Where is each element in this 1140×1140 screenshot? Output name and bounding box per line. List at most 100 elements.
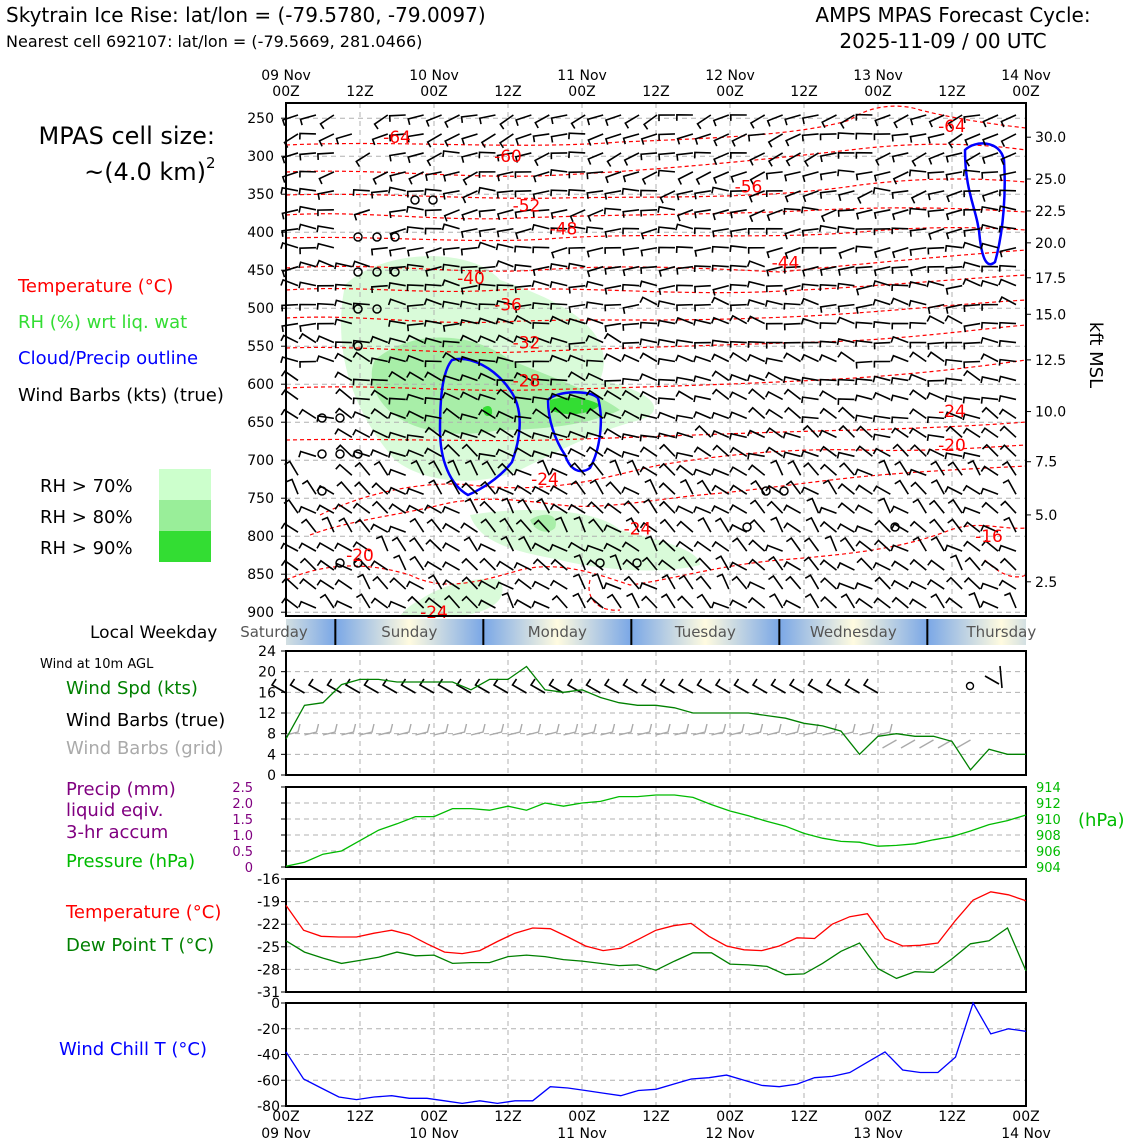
wind-barb <box>321 516 335 533</box>
weekday-name: Thursday <box>965 623 1036 641</box>
wind-barb <box>894 479 909 495</box>
wind-barb <box>818 353 837 363</box>
wind-barb <box>622 303 640 314</box>
wind-barb <box>747 596 766 609</box>
wind-barb <box>927 351 945 363</box>
wind-barb <box>567 371 586 382</box>
wind-barb <box>495 448 514 458</box>
wind-barb-grid <box>900 739 916 749</box>
wind-barb <box>567 317 586 325</box>
wind-barb <box>316 242 335 250</box>
temp-y-tick-label: -28 <box>257 962 280 978</box>
chill-y-tick-label: -80 <box>257 1099 280 1115</box>
wind-barb <box>477 372 496 382</box>
wind-barb <box>747 452 765 460</box>
wind-barb <box>800 297 819 306</box>
bottom-hour-label: 12Z <box>346 1109 373 1125</box>
wind-barb <box>873 321 891 328</box>
wind-barb <box>658 500 676 514</box>
wind-barb <box>643 498 658 514</box>
wind-barb <box>462 171 478 186</box>
wind-barb <box>873 209 891 219</box>
wind-barb <box>764 390 784 401</box>
top-date-label: 14 Nov <box>1001 68 1051 84</box>
wind-barb <box>570 114 586 129</box>
wind-barb <box>765 284 783 293</box>
wind-barb <box>749 209 766 223</box>
wind-barb <box>495 300 514 307</box>
wind-barb <box>909 321 927 329</box>
wind-barb <box>281 152 299 164</box>
wind-barb-true <box>984 675 1000 685</box>
wind-barb <box>370 523 389 533</box>
wind-barb <box>891 152 909 163</box>
wind-barb <box>514 360 532 369</box>
wind-barb <box>316 259 335 268</box>
wind-barb <box>642 114 658 130</box>
wind-barb <box>586 501 604 514</box>
wind-y-tick-label: 20 <box>258 665 276 681</box>
wind-barb <box>693 265 711 273</box>
cloud-outline <box>438 357 521 497</box>
wind-barb <box>389 577 407 590</box>
wind-barb <box>766 114 783 127</box>
wind-barb <box>785 536 802 552</box>
temp-y-tick-label: -19 <box>257 895 280 911</box>
calm-wind-circle <box>372 267 382 277</box>
wind-barb <box>622 227 640 235</box>
wind-barb <box>944 377 963 385</box>
wind-barb <box>316 504 335 514</box>
wind-barb <box>872 415 891 423</box>
wind-barb <box>837 378 855 386</box>
wind-barb <box>728 411 748 420</box>
wind-barb <box>855 209 873 220</box>
cell-size-label: MPAS cell size: <box>39 122 215 150</box>
wind-barb <box>513 484 532 495</box>
wind-barb <box>587 133 604 146</box>
wind-barb <box>533 171 550 183</box>
wind-barb <box>442 407 461 420</box>
wind-barb <box>712 227 729 238</box>
wind-barb <box>980 336 999 344</box>
wind-barb <box>357 573 371 590</box>
wind-barb <box>729 484 748 495</box>
wind-barb <box>855 227 873 236</box>
wind-barb <box>945 265 963 275</box>
rh80-label: RH > 80% <box>40 507 133 528</box>
wind-barb <box>980 582 999 590</box>
wind-barb <box>495 259 514 268</box>
wind-barb <box>909 114 927 126</box>
wind-barb <box>387 298 406 306</box>
wind-barb <box>855 484 873 495</box>
wind-barb <box>497 462 514 476</box>
wind-barb <box>639 413 658 421</box>
top-hour-label: 00Z <box>716 84 743 100</box>
wind-barb <box>908 468 927 477</box>
wind-barb <box>890 354 909 363</box>
wind-barb <box>783 322 801 331</box>
wind-barb <box>749 499 766 514</box>
wind-barb <box>532 190 550 201</box>
wind-barb <box>678 556 694 571</box>
wind-barb <box>892 171 909 185</box>
wind-barb <box>657 357 676 365</box>
wind-barb <box>998 339 1017 347</box>
wind-barb-true <box>307 678 324 694</box>
temperature-contour <box>285 249 1027 273</box>
rh70-swatch <box>159 469 211 500</box>
wind-barb <box>425 246 442 259</box>
wind-barb <box>784 228 801 240</box>
wind-barb <box>604 133 622 145</box>
wind-barb <box>406 246 424 257</box>
wind-barb <box>459 355 478 363</box>
wind-barb <box>927 133 945 144</box>
wind-barb <box>442 522 460 533</box>
wind-barb <box>747 464 766 476</box>
wind-barb <box>783 406 802 419</box>
wind-barb <box>496 379 514 386</box>
temperature-contour-label: -32 <box>513 333 541 353</box>
wind-barb <box>908 299 927 307</box>
wind-barb <box>640 152 658 161</box>
wind-barb <box>622 322 640 331</box>
wind-speed-line <box>285 665 1026 771</box>
